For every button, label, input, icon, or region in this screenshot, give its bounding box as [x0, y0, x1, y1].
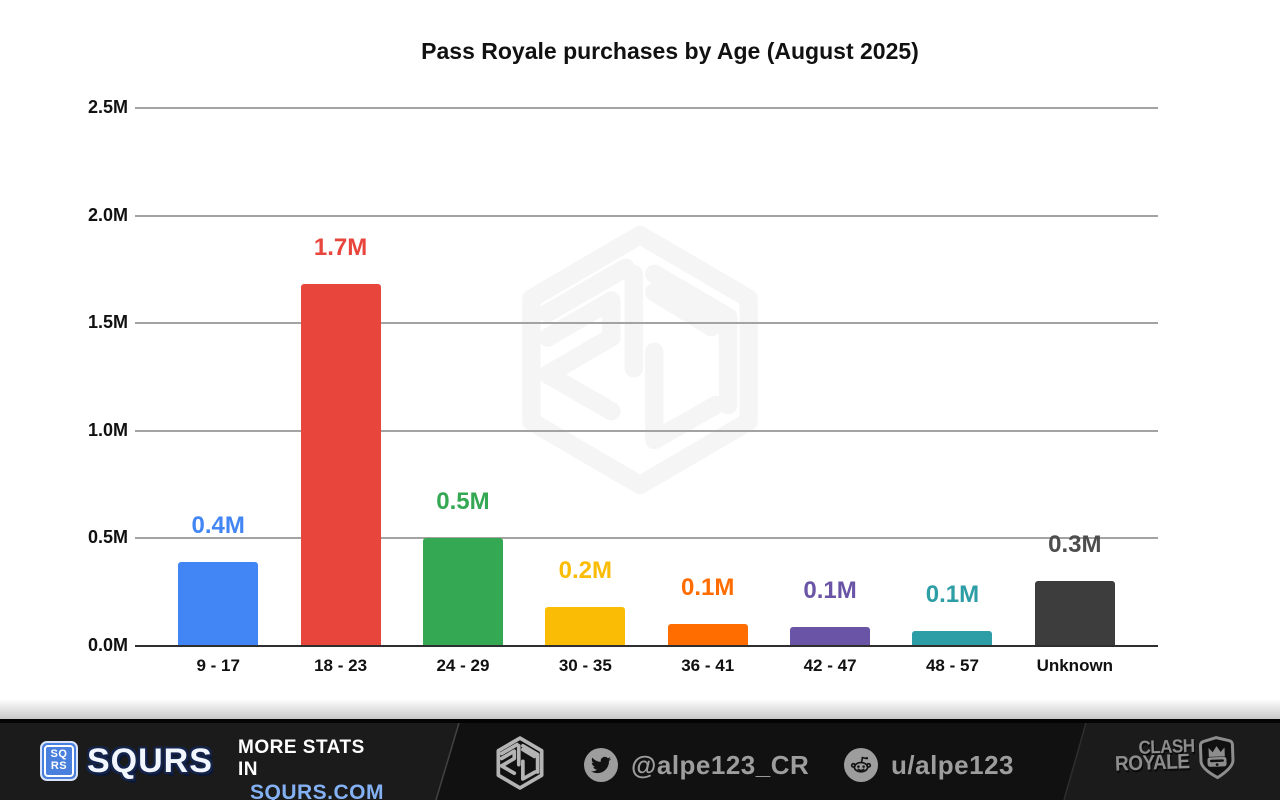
reddit-handle: u/alpe123: [891, 749, 1015, 780]
bar-18-23: [300, 284, 381, 646]
footer-bar: SQ RS SQURS MORE STATS IN SQURS.COM: [0, 719, 1280, 800]
clash-royale-logo: CLASH ROYALE: [1114, 735, 1240, 789]
x-tick-label: 36 - 41: [681, 656, 735, 675]
gridline: [135, 537, 1158, 540]
bar-value-label: 0.4M: [191, 512, 245, 539]
squrs-wordmark: SQURS: [87, 741, 213, 780]
twitter-handle-group[interactable]: @alpe123_CR: [584, 748, 809, 782]
squrs-com-link[interactable]: SQURS.COM: [249, 781, 384, 800]
squrs-badge-top: SQ: [50, 748, 68, 761]
bar-9-17: [178, 562, 259, 646]
y-tick-label: 0.5M: [87, 527, 128, 548]
x-tick-label: 9 - 17: [196, 656, 240, 675]
bar-24-29: [422, 538, 503, 646]
clash-royale-shield-icon: [1198, 736, 1235, 780]
x-tick-label: 18 - 23: [314, 656, 368, 675]
bar-value-label: 0.1M: [681, 574, 735, 601]
bar-value-label: 0.3M: [1048, 531, 1102, 558]
bar-30-35: [545, 607, 626, 646]
bar-value-label: 0.2M: [558, 557, 612, 584]
bar-36-41: [667, 624, 748, 646]
x-tick-label: 24 - 29: [436, 656, 490, 675]
y-tick-label: 1.0M: [87, 419, 128, 440]
gridline: [135, 429, 1158, 432]
squrs-badge-bottom: RS: [50, 760, 68, 772]
y-tick-label: 1.5M: [87, 312, 128, 333]
bar-value-label: 0.5M: [436, 488, 490, 515]
x-tick-label: Unknown: [1036, 656, 1114, 675]
footer-shadow: [0, 699, 1280, 719]
clash-royale-line2: ROYALE: [1114, 750, 1190, 777]
bar-value-label: 1.7M: [313, 234, 368, 261]
reddit-handle-group[interactable]: u/alpe123: [844, 748, 1014, 782]
chart-title: Pass Royale purchases by Age (August 202…: [421, 38, 919, 64]
reddit-icon: [844, 748, 878, 782]
squrs-hexagon-icon: [496, 736, 544, 790]
x-tick-label: 42 - 47: [803, 656, 857, 675]
y-tick-label: 0.0M: [87, 635, 128, 655]
squrs-badge-icon: SQ RS: [40, 741, 78, 781]
squrs-brand[interactable]: SQ RS SQURS: [40, 741, 213, 781]
more-stats-line1: MORE STATS IN: [238, 737, 365, 780]
gridline: [135, 107, 1158, 109]
bar-42-47: [790, 627, 871, 646]
gridline: [135, 214, 1158, 217]
more-stats-block: MORE STATS IN SQURS.COM: [238, 737, 384, 800]
bar-chart: 0.0M 0.5M 1.0M 1.5M 2.0M 2.5M 0.4M 9 - 17 1.7M 18…: [87, 97, 1158, 675]
twitter-handle: @alpe123_CR: [631, 749, 810, 780]
twitter-icon: [584, 748, 618, 782]
y-tick-label: 2.0M: [87, 204, 128, 225]
bar-48-57: [912, 631, 993, 646]
bar-Unknown: [1034, 581, 1115, 646]
squrs-hexagon-watermark-icon: [522, 225, 758, 495]
x-axis-line: [135, 645, 1158, 647]
x-tick-label: 30 - 35: [558, 656, 612, 675]
bar-value-label: 0.1M: [803, 577, 857, 604]
x-tick-label: 48 - 57: [925, 656, 979, 675]
bar-value-label: 0.1M: [925, 581, 980, 608]
gridline: [135, 322, 1158, 325]
y-tick-label: 2.5M: [87, 97, 128, 117]
